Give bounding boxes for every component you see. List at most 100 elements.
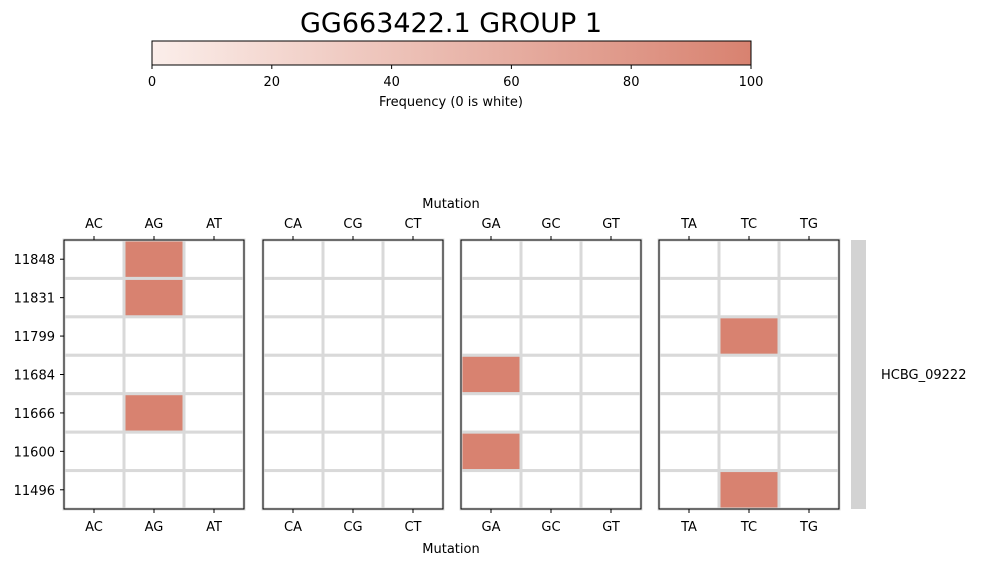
heatmap-cell (261, 469, 325, 511)
heatmap-cell (717, 276, 781, 319)
heatmap-cell (182, 353, 246, 396)
heatmap-cell (657, 353, 721, 396)
column-label-bottom: GC (541, 520, 560, 535)
heatmap-cell (717, 353, 781, 396)
heatmap-cell (519, 315, 583, 357)
heatmap-cell (459, 315, 523, 357)
heatmap-cell (182, 276, 246, 319)
heatmap-cell-filled (459, 430, 523, 473)
row-label: 11799 (14, 330, 55, 345)
heatmap-cell (777, 353, 841, 396)
heatmap-cell (657, 238, 721, 280)
heatmap-cell (519, 238, 583, 280)
x-axis-label-bottom: Mutation (422, 542, 479, 557)
heatmap-cell (777, 430, 841, 473)
heatmap-cell (381, 430, 445, 473)
heatmap-cell (777, 315, 841, 357)
heatmap-cell-filled (122, 392, 186, 434)
heatmap-cell-filled (459, 353, 523, 396)
column-label-bottom: GA (482, 520, 501, 535)
column-label-bottom: AT (206, 520, 222, 535)
heatmap-cell (261, 315, 325, 357)
heatmap-panels: ACACAGAGATATCACACGCGCTCTGAGAGCGCGTGTTATA… (62, 217, 841, 535)
column-label-bottom: TG (799, 520, 818, 535)
heatmap-cell (519, 430, 583, 473)
column-label-bottom: GT (602, 520, 620, 535)
group-bar (851, 240, 866, 509)
heatmap-cell (777, 276, 841, 319)
heatmap-panel: CA CA CG CG CT CT (261, 217, 445, 535)
heatmap-cell (261, 353, 325, 396)
heatmap-cell (182, 469, 246, 511)
column-label-top: AT (206, 217, 222, 232)
heatmap-cell (381, 392, 445, 434)
row-labels: 11848 11831 11799 11684 11666 11600 11496 (14, 253, 64, 499)
heatmap-cell (62, 315, 126, 357)
colorbar-gradient (151, 40, 752, 66)
heatmap-cell (321, 353, 385, 396)
heatmap-cell (321, 238, 385, 280)
row-label: 11666 (14, 407, 55, 422)
heatmap-cell (261, 430, 325, 473)
heatmap-cell (261, 238, 325, 280)
row-label: 11496 (14, 484, 55, 499)
heatmap-cell (321, 276, 385, 319)
heatmap-cell (62, 238, 126, 280)
heatmap-cell (717, 430, 781, 473)
heatmap-cell (62, 276, 126, 319)
heatmap-cell (62, 469, 126, 511)
colorbar-tick-label: 0 (148, 75, 156, 90)
heatmap-cell (579, 315, 643, 357)
heatmap-cell (579, 353, 643, 396)
column-label-top: AG (145, 217, 164, 232)
column-label-top: CG (343, 217, 362, 232)
heatmap-cell (321, 430, 385, 473)
heatmap-cell (657, 276, 721, 319)
heatmap-cell (519, 353, 583, 396)
heatmap-cell (62, 430, 126, 473)
heatmap-cell (381, 276, 445, 319)
column-label-bottom: CA (284, 520, 302, 535)
heatmap-cell (579, 238, 643, 280)
heatmap-panel: TA TA TC TC TG TG (657, 217, 841, 535)
heatmap-cell-filled (122, 238, 186, 280)
heatmap-cell (261, 392, 325, 434)
heatmap-cell (657, 392, 721, 434)
heatmap-cell (321, 315, 385, 357)
column-label-top: TA (680, 217, 697, 232)
heatmap-cell (657, 469, 721, 511)
heatmap-cell-filled (122, 276, 186, 319)
heatmap-cell (122, 353, 186, 396)
heatmap-cell (381, 353, 445, 396)
colorbar-tick-label: 100 (739, 75, 764, 90)
column-label-bottom: AC (85, 520, 103, 535)
column-label-top: GA (482, 217, 501, 232)
heatmap-cell (321, 469, 385, 511)
heatmap-cell (579, 430, 643, 473)
heatmap-cell (657, 315, 721, 357)
heatmap-cell (459, 392, 523, 434)
row-label: 11600 (14, 445, 55, 460)
heatmap-cell (579, 276, 643, 319)
column-label-bottom: AG (145, 520, 164, 535)
colorbar-tick-label: 80 (623, 75, 640, 90)
colorbar-tick-label: 40 (383, 75, 400, 90)
heatmap-cell (777, 238, 841, 280)
heatmap-cell (777, 469, 841, 511)
heatmap-cell-filled (717, 469, 781, 511)
heatmap-cell (381, 315, 445, 357)
heatmap-cell (459, 276, 523, 319)
heatmap-cell (182, 392, 246, 434)
chart-title: GG663422.1 GROUP 1 (300, 8, 602, 39)
heatmap-cell (182, 315, 246, 357)
row-label: 11848 (14, 253, 55, 268)
heatmap-cell (579, 469, 643, 511)
heatmap-cell (381, 469, 445, 511)
heatmap-cell (261, 276, 325, 319)
heatmap-cell (62, 392, 126, 434)
colorbar-tick-label: 60 (503, 75, 520, 90)
heatmap-cell (459, 469, 523, 511)
heatmap-cell (122, 469, 186, 511)
heatmap-cell (519, 469, 583, 511)
column-label-bottom: CT (404, 520, 421, 535)
